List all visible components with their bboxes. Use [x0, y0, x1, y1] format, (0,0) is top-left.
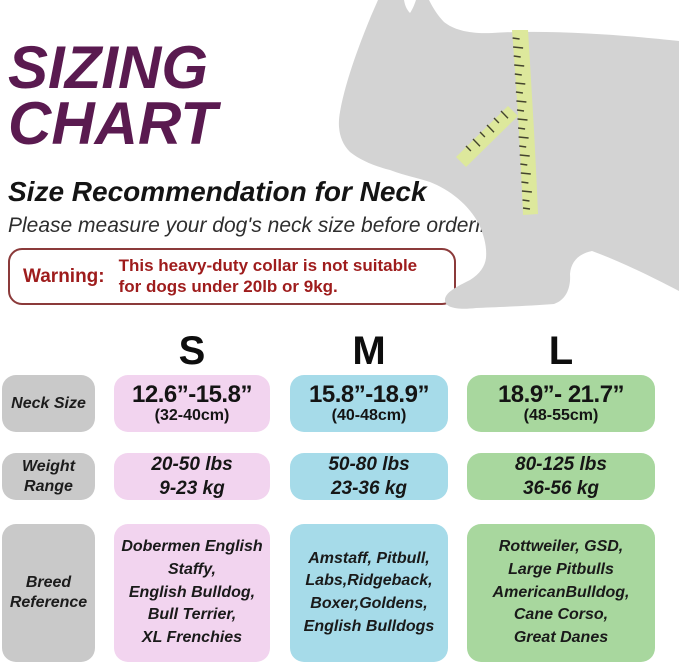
page-title: SIZING CHART [8, 34, 217, 157]
tape-tick-marks [465, 37, 532, 210]
column-header-l: L [548, 328, 574, 373]
cell-weight-range-s: 20-50 lbs 9-23 kg [114, 453, 270, 500]
cell-breed-reference-m: Amstaff, Pitbull, Labs,Ridgeback, Boxer,… [290, 524, 448, 662]
cell-neck-size-l: 18.9”- 21.7” (48-55cm) [467, 375, 655, 432]
measuring-tape-vertical [512, 30, 538, 215]
cell-breed-reference-s: Dobermen English Staffy, English Bulldog… [114, 524, 270, 662]
measuring-tape [456, 30, 538, 215]
breed-reference-s-value: Dobermen English Staffy, English Bulldog… [121, 538, 263, 647]
page-subtitle: Size Recommendation for Neck [8, 176, 427, 207]
dog-with-tape-svg [338, 0, 679, 309]
weight-range-m-value: 50-80 lbs 23-36 kg [328, 453, 410, 499]
weight-range-l-value: 80-125 lbs 36-56 kg [515, 453, 607, 499]
warning-box: Warning: This heavy-duty collar is not s… [8, 248, 456, 305]
neck-size-s-cm: (32-40cm) [154, 407, 230, 425]
warning-message: This heavy-duty collar is not suitable f… [118, 255, 418, 296]
neck-size-m-cm: (40-48cm) [331, 407, 407, 425]
cell-weight-range-m: 50-80 lbs 23-36 kg [290, 453, 448, 500]
breed-reference-m-value: Amstaff, Pitbull, Labs,Ridgeback, Boxer,… [303, 549, 435, 635]
column-header-s: S [178, 328, 206, 373]
cell-neck-size-s: 12.6”-15.8” (32-40cm) [114, 375, 270, 432]
measure-note: Please measure your dog's neck size befo… [8, 214, 504, 237]
neck-size-s-inches: 12.6”-15.8” [132, 381, 252, 409]
cell-neck-size-m: 15.8”-18.9” (40-48cm) [290, 375, 448, 432]
page-title-line1: SIZING [8, 34, 209, 101]
row-label-neck-size: Neck Size [2, 375, 95, 432]
neck-size-l-cm: (48-55cm) [523, 407, 599, 425]
breed-reference-l-value: Rottweiler, GSD, Large Pitbulls American… [492, 538, 630, 647]
neck-size-m-inches: 15.8”-18.9” [309, 381, 429, 409]
warning-label: Warning: [23, 265, 105, 287]
column-header-m: M [352, 328, 386, 373]
cell-breed-reference-l: Rottweiler, GSD, Large Pitbulls American… [467, 524, 655, 662]
row-label-breed-reference: Breed Reference [2, 524, 95, 662]
weight-range-s-value: 20-50 lbs 9-23 kg [151, 453, 233, 499]
dog-silhouette [338, 0, 679, 309]
dog-illustration [334, 0, 679, 315]
page-title-line2: CHART [8, 89, 217, 157]
row-label-weight-range: Weight Range [2, 453, 95, 500]
cell-weight-range-l: 80-125 lbs 36-56 kg [467, 453, 655, 500]
neck-size-l-inches: 18.9”- 21.7” [497, 381, 625, 409]
measuring-tape-diagonal [456, 106, 518, 167]
